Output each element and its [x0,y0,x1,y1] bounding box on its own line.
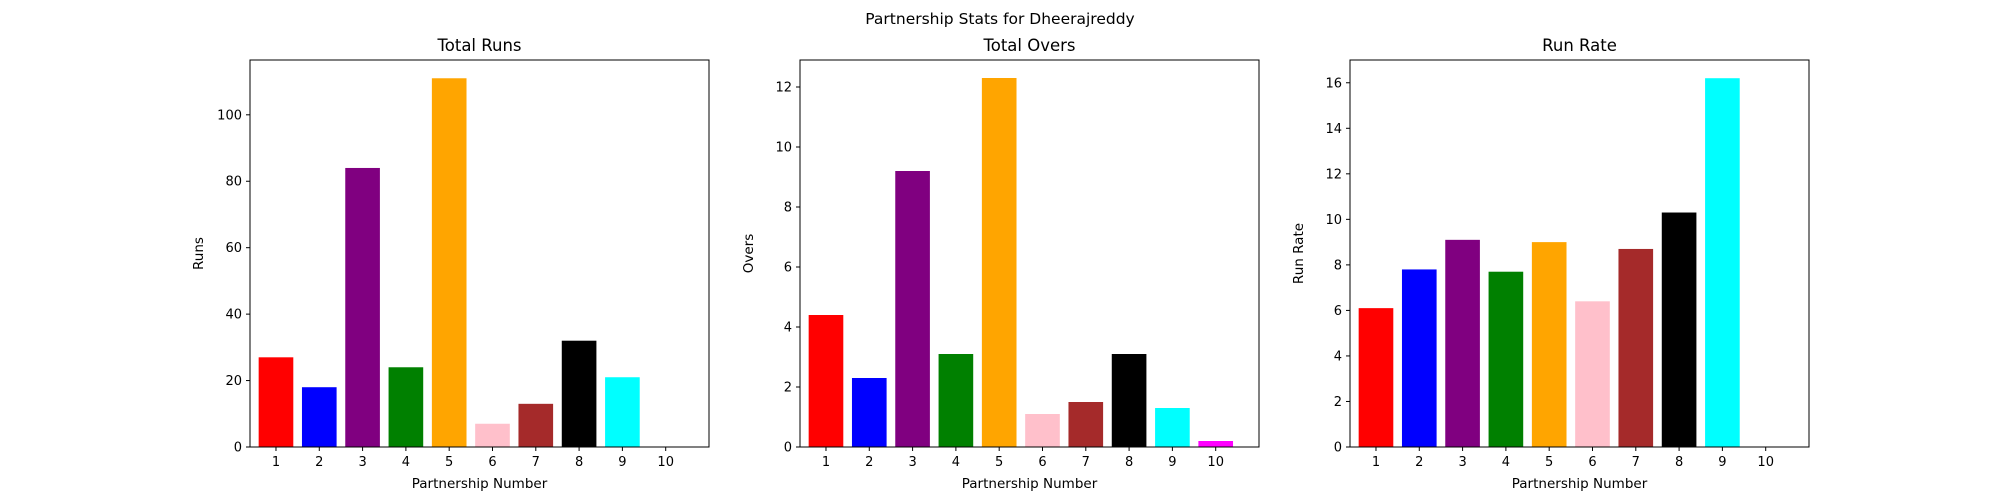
run-rate-xlabel: Partnership Number [1512,476,1648,492]
total-overs-bar-1 [808,315,844,447]
run-rate-ytick-label: 12 [1325,167,1342,182]
total-runs-ytick-label: 100 [217,108,242,123]
total-runs-xtick-label: 8 [575,455,583,470]
total-overs-xtick-label: 10 [1207,455,1224,470]
run-rate-ytick-label: 2 [1334,395,1342,410]
run-rate-bar-7 [1618,248,1654,447]
total-overs-ytick-label: 8 [784,201,792,216]
total-overs-axes-frame [799,59,1260,448]
total-runs-xtick-label: 9 [618,455,626,470]
total-overs-bar-5 [981,78,1017,447]
total-overs-bar-4 [938,354,974,447]
total-overs-ytick-label: 6 [784,261,792,276]
total-overs-xtick-label: 8 [1125,455,1133,470]
run-rate-bar-8 [1661,212,1697,447]
total-overs-xtick-label: 3 [908,455,916,470]
total-runs-xtick-label: 3 [358,455,366,470]
total-runs-ytick-label: 60 [225,241,242,256]
total-runs-ytick-label: 80 [225,175,242,190]
total-runs-bar-6 [475,423,510,447]
run-rate-ytick-label: 4 [1334,349,1342,364]
total-overs-ytick-label: 10 [775,141,792,156]
run-rate-xtick-label: 9 [1718,455,1726,470]
run-rate-xtick-label: 4 [1502,455,1510,470]
total-overs-xtick-label: 4 [952,455,960,470]
total-runs-xtick-label: 10 [657,455,674,470]
total-overs-xtick-label: 7 [1082,455,1090,470]
total-runs-xtick-label: 5 [445,455,453,470]
total-runs-ytick-label: 20 [225,374,242,389]
total-overs-ytick-label: 2 [784,381,792,396]
run-rate-xtick-label: 7 [1632,455,1640,470]
run-rate-xtick-label: 5 [1545,455,1553,470]
run-rate-bar-1 [1358,308,1394,447]
total-overs-ylabel: Overs [741,234,757,274]
total-runs-title: Total Runs [436,36,521,55]
total-runs-xtick-label: 2 [315,455,323,470]
run-rate-title: Run Rate [1542,36,1617,55]
run-rate-bar-5 [1531,242,1567,447]
run-rate-xtick-label: 1 [1372,455,1380,470]
run-rate-ytick-label: 14 [1325,122,1342,137]
total-overs-bar-2 [851,378,887,447]
total-overs-xtick-label: 6 [1038,455,1046,470]
run-rate-ytick-label: 10 [1325,213,1342,228]
run-rate-ylabel: Run Rate [1291,223,1307,284]
total-runs-axes-frame [249,59,710,448]
total-overs-title: Total Overs [982,36,1075,55]
total-runs-bar-3 [345,167,380,447]
total-overs-bar-8 [1111,354,1147,447]
figure-suptitle: Partnership Stats for Dheerajreddy [865,10,1134,28]
total-overs-bar-7 [1068,402,1104,447]
total-runs-bar-1 [258,357,294,447]
run-rate-ytick-label: 0 [1334,441,1342,456]
total-runs-ylabel: Runs [191,237,207,270]
run-rate-ytick-label: 8 [1334,258,1342,273]
run-rate-ytick-label: 6 [1334,304,1342,319]
total-runs-xtick-label: 6 [488,455,496,470]
total-overs-xtick-label: 1 [822,455,830,470]
total-overs-xlabel: Partnership Number [962,476,1098,492]
run-rate-bar-3 [1445,239,1480,447]
total-overs-bar-3 [895,171,930,447]
total-runs-xtick-label: 4 [402,455,410,470]
total-runs-ytick-label: 0 [234,441,242,456]
run-rate-xtick-label: 2 [1415,455,1423,470]
run-rate-bar-2 [1401,269,1437,447]
run-rate-xtick-label: 8 [1675,455,1683,470]
total-overs-ytick-label: 0 [784,441,792,456]
run-rate-xtick-label: 10 [1757,455,1774,470]
total-runs-xtick-label: 1 [272,455,280,470]
total-runs-bar-8 [561,340,597,447]
run-rate-xtick-label: 6 [1588,455,1596,470]
total-overs-xtick-label: 9 [1168,455,1176,470]
run-rate-axes-frame [1349,59,1810,448]
run-rate-xtick-label: 3 [1458,455,1466,470]
total-overs-ytick-label: 4 [784,321,792,336]
total-overs-bar-10 [1198,441,1234,447]
total-overs-bar-6 [1025,414,1060,447]
total-runs-bar-4 [388,367,424,447]
run-rate-bar-9 [1705,78,1740,448]
total-runs-bar-5 [431,78,467,448]
total-runs-bar-7 [518,403,554,447]
run-rate-bar-6 [1575,301,1610,447]
total-runs-ytick-label: 40 [225,308,242,323]
run-rate-ytick-label: 16 [1325,76,1342,91]
total-runs-xlabel: Partnership Number [412,476,548,492]
total-overs-xtick-label: 2 [865,455,873,470]
total-overs-bar-9 [1155,408,1190,447]
total-overs-ytick-label: 12 [775,81,792,96]
total-runs-bar-9 [605,377,640,447]
total-runs-bar-2 [301,387,337,447]
total-runs-xtick-label: 7 [532,455,540,470]
total-overs-xtick-label: 5 [995,455,1003,470]
run-rate-bar-4 [1488,271,1524,447]
